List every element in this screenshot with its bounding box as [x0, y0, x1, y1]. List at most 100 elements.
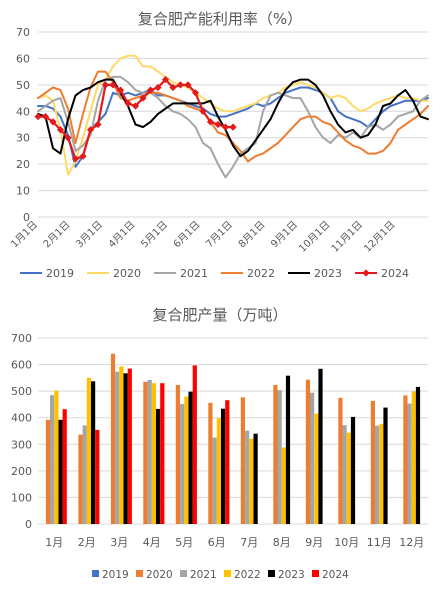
series-point-2024	[146, 86, 155, 94]
bar-2020-6	[240, 397, 245, 524]
bar-2023-11	[415, 386, 421, 524]
bar-x-tick-label: 4月	[143, 536, 161, 549]
bar-legend-label-2020: 2020	[146, 569, 173, 581]
bar-2021-4	[180, 403, 185, 524]
bar-y-tick-label: 500	[11, 385, 32, 398]
bar-2021-1	[82, 425, 87, 524]
bar-2022-3	[151, 383, 156, 524]
series-point-2024	[169, 83, 177, 92]
legend-label-2019: 2019	[46, 267, 74, 280]
bar-y-tick-label: 200	[11, 465, 32, 478]
bar-2024-2	[127, 368, 132, 524]
bar-y-tick-label: 0	[25, 518, 32, 531]
capacity-utilization-chart: 复合肥产能利用率（%） 0 10 20 30 40 50 60 70 1月1日 2月1日 3月1日…	[0, 0, 440, 292]
line-x-tick-label: 2月1日	[41, 219, 73, 251]
series-point-2024	[71, 155, 80, 163]
series-point-2024	[221, 123, 230, 131]
bar-2024-1	[95, 429, 100, 524]
bar-2020-10	[370, 401, 375, 524]
bar-x-tick-label: 11月	[367, 536, 392, 549]
line-x-tick-label: 6月1日	[171, 219, 203, 251]
bar-2024-4	[192, 365, 197, 524]
bar-y-tick-label: 400	[11, 412, 32, 425]
series-point-2024	[199, 107, 207, 115]
bar-2020-8	[305, 379, 310, 524]
series-point-2024	[86, 126, 95, 134]
bar-2021-0	[50, 395, 55, 524]
bar-2023-6	[253, 433, 258, 524]
bar-legend-swatch-2024	[312, 570, 319, 577]
legend-marker-2024	[362, 269, 370, 277]
legend-label-2020: 2020	[113, 267, 141, 280]
line-x-tick-label: 5月1日	[138, 219, 170, 251]
bar-chart-bars	[45, 353, 421, 524]
bar-2023-10	[383, 407, 388, 524]
bar-2023-4	[188, 391, 193, 524]
bar-2021-8	[310, 392, 315, 524]
bar-2022-10	[379, 423, 384, 524]
line-y-tick-label: 10	[16, 185, 30, 198]
bar-2022-9	[346, 432, 351, 524]
bar-x-tick-label: 9月	[305, 536, 323, 549]
bar-chart-title: 复合肥产量（万吨）	[152, 306, 287, 324]
series-line-2023	[37, 78, 429, 158]
bar-2022-4	[184, 396, 189, 524]
series-point-2024	[79, 152, 87, 160]
bar-x-tick-label: 3月	[110, 536, 128, 549]
legend-label-2021: 2021	[180, 267, 208, 280]
bar-2023-2	[123, 373, 128, 524]
series-point-2024	[116, 86, 125, 94]
line-x-tick-label: 7月1日	[203, 219, 235, 251]
line-y-tick-label: 40	[16, 105, 30, 118]
bar-2022-0	[54, 390, 59, 524]
line-y-tick-label: 0	[23, 211, 30, 224]
bar-x-tick-label: 12月	[399, 536, 424, 549]
series-point-2024	[41, 112, 50, 121]
bar-chart-svg: 复合肥产量（万吨） 0 100 200 300 400 500 600 700 1月 2月 3月 4…	[11, 306, 428, 581]
bar-2024-3	[160, 383, 165, 524]
bar-legend-label-2023: 2023	[278, 569, 305, 581]
line-y-tick-label: 20	[16, 158, 30, 171]
line-chart-x-axis: 1月1日 2月1日 3月1日 4月1日 5月1日 6月1日 7月1日 8月1日 9月1日10月1…	[8, 219, 397, 255]
bar-2021-10	[375, 425, 380, 524]
bar-legend-swatch-2019	[92, 570, 99, 577]
bar-x-tick-label: 10月	[334, 536, 359, 549]
bar-2020-2	[110, 353, 116, 524]
bar-2022-11	[411, 391, 416, 524]
series-point-2024	[64, 134, 72, 142]
line-x-tick-label: 3月1日	[73, 219, 105, 251]
series-line-2021	[37, 75, 429, 179]
bar-2023-3	[156, 408, 161, 524]
line-y-tick-label: 30	[16, 132, 30, 145]
line-chart-title: 复合肥产能利用率（%）	[138, 10, 302, 28]
bar-2020-0	[45, 419, 51, 524]
bar-2023-1	[91, 381, 96, 524]
line-y-tick-label: 70	[16, 26, 30, 39]
bar-x-tick-label: 6月	[208, 536, 226, 549]
bar-x-tick-label: 1月	[45, 536, 63, 549]
series-point-2024	[124, 99, 132, 107]
line-chart-y-axis: 0 10 20 30 40 50 60 70	[16, 26, 30, 224]
series-point-2024	[109, 81, 117, 89]
series-point-2024	[229, 123, 237, 131]
line-y-tick-label: 60	[16, 52, 30, 65]
bar-2023-8	[318, 368, 323, 524]
bar-2020-9	[338, 397, 343, 524]
bar-chart-y-axis: 0 100 200 300 400 500 600 700	[11, 332, 32, 531]
line-x-tick-label: 9月1日	[268, 219, 300, 251]
bar-2022-6	[249, 438, 254, 524]
line-x-tick-label: 4月1日	[106, 219, 138, 251]
series-point-2024	[154, 83, 162, 92]
series-point-2024	[94, 120, 102, 129]
series-line-2019	[37, 86, 429, 168]
series-point-2024	[56, 126, 65, 134]
bar-2021-5	[212, 437, 217, 524]
bar-2021-3	[147, 380, 152, 524]
legend-label-2024: 2024	[381, 267, 409, 280]
bar-x-tick-label: 2月	[78, 536, 96, 549]
bar-2020-1	[78, 434, 83, 524]
bar-2022-2	[119, 366, 124, 524]
bar-y-tick-label: 700	[11, 332, 32, 345]
series-point-2024	[34, 112, 42, 121]
bar-legend-swatch-2022	[224, 570, 231, 577]
